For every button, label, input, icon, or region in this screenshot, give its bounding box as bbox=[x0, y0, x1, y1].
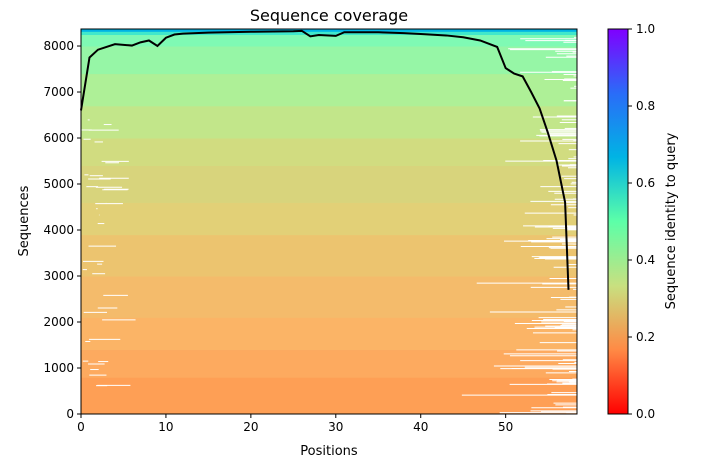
colorbar-label: Sequence identity to query bbox=[664, 132, 679, 309]
x-tick-label: 30 bbox=[328, 420, 343, 434]
chart-title: Sequence coverage bbox=[250, 6, 408, 25]
y-tick-label: 7000 bbox=[43, 85, 74, 99]
identity-band bbox=[81, 234, 577, 277]
colorbar-tick-label: 0.8 bbox=[636, 99, 655, 113]
plot-frame bbox=[80, 28, 578, 415]
identity-bands bbox=[81, 29, 577, 415]
x-tick-label: 10 bbox=[158, 420, 173, 434]
identity-band bbox=[81, 34, 577, 47]
x-axis-ticks: 0 10 20 30 40 50 bbox=[77, 414, 513, 434]
identity-band bbox=[81, 202, 577, 236]
y-tick-label: 3000 bbox=[43, 269, 74, 283]
x-tick-label: 0 bbox=[77, 420, 85, 434]
x-axis-label: Positions bbox=[300, 444, 358, 459]
identity-band bbox=[81, 105, 577, 139]
identity-band bbox=[81, 349, 577, 378]
colorbar-tick-label: 0.2 bbox=[636, 330, 655, 344]
colorbar-tick-label: 0.4 bbox=[636, 253, 655, 267]
identity-band bbox=[81, 377, 577, 415]
y-tick-label: 1000 bbox=[43, 361, 74, 375]
identity-band bbox=[81, 46, 577, 75]
identity-band bbox=[81, 165, 577, 203]
y-tick-label: 0 bbox=[66, 407, 74, 421]
colorbar-tick-label: 0.6 bbox=[636, 176, 655, 190]
identity-band bbox=[81, 31, 577, 36]
x-tick-label: 50 bbox=[498, 420, 513, 434]
identity-band bbox=[81, 73, 577, 107]
y-tick-label: 6000 bbox=[43, 131, 74, 145]
identity-band bbox=[81, 317, 577, 351]
colorbar bbox=[607, 28, 629, 415]
y-axis-label: Sequences bbox=[17, 185, 32, 256]
colorbar-tick-label: 1.0 bbox=[636, 22, 655, 36]
colorbar-ticks: 0.0 0.2 0.4 0.6 0.8 1.0 bbox=[628, 22, 655, 421]
x-tick-label: 20 bbox=[243, 420, 258, 434]
y-tick-label: 5000 bbox=[43, 177, 74, 191]
y-tick-label: 2000 bbox=[43, 315, 74, 329]
coverage-line bbox=[80, 29, 570, 290]
identity-band bbox=[81, 138, 577, 167]
y-tick-label: 8000 bbox=[43, 39, 74, 53]
x-tick-label: 40 bbox=[413, 420, 428, 434]
colorbar-tick-label: 0.0 bbox=[636, 407, 655, 421]
identity-band bbox=[81, 29, 577, 32]
y-tick-label: 4000 bbox=[43, 223, 74, 237]
y-axis-ticks: 0 1000 2000 3000 4000 5000 6000 7000 8000 bbox=[43, 39, 81, 421]
